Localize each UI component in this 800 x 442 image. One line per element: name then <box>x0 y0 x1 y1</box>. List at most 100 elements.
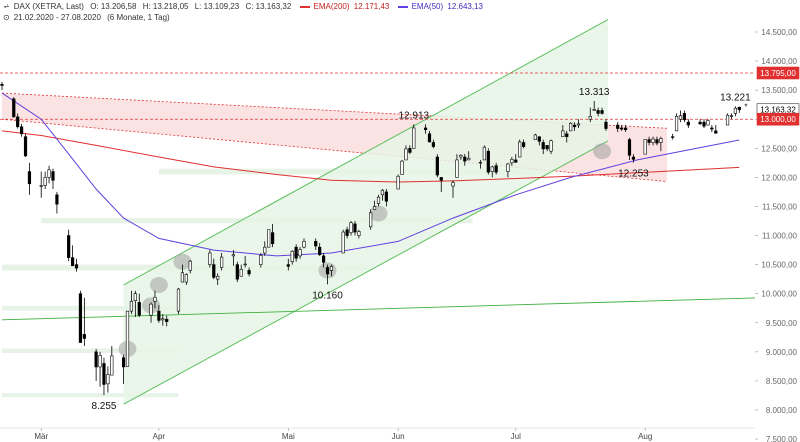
candle-body <box>643 139 647 155</box>
candle <box>631 154 636 163</box>
candle-body <box>714 130 718 134</box>
candle <box>325 264 330 285</box>
y-tick-label: 11.500,00 <box>762 202 798 211</box>
ema200-swatch <box>299 5 310 8</box>
candle <box>12 97 16 118</box>
candle-body <box>412 127 416 149</box>
candle <box>239 264 243 277</box>
candle <box>643 139 647 155</box>
candle-body <box>486 150 490 173</box>
candle-body <box>290 250 294 263</box>
support-zone <box>2 348 179 354</box>
candle <box>380 189 385 201</box>
candle-body <box>737 106 741 111</box>
candle <box>188 259 192 274</box>
candle <box>451 180 455 198</box>
candle-body <box>647 139 651 143</box>
candle <box>396 174 400 190</box>
y-tick-label: 10.500,00 <box>761 261 797 270</box>
candle-body <box>55 194 59 205</box>
date-range: 21.02.2020 - 27.08.2020 <box>13 13 101 22</box>
candle-body <box>627 139 632 156</box>
candle <box>729 113 734 120</box>
candle-body <box>51 171 55 181</box>
price-annotation: 8.255 <box>91 401 116 412</box>
candle-body <box>376 196 381 204</box>
highlight-circle <box>149 276 168 293</box>
candle <box>423 124 428 134</box>
candle-body <box>82 334 86 339</box>
candle <box>710 125 714 133</box>
candle <box>671 133 675 140</box>
candle-body <box>408 148 412 153</box>
x-tick-label: Aug <box>638 432 652 441</box>
candle <box>510 157 514 166</box>
ema50-swatch <box>397 5 408 8</box>
candle <box>27 162 32 195</box>
candle-body <box>596 110 600 114</box>
candle-body <box>431 142 436 147</box>
candle <box>678 110 683 123</box>
candle-body <box>427 133 432 143</box>
candle-body <box>733 107 737 114</box>
candle <box>490 165 494 178</box>
candle <box>698 119 702 126</box>
candle <box>706 119 710 126</box>
candle <box>647 136 651 146</box>
candle-body <box>710 127 714 130</box>
y-tick-label: 13.500,00 <box>761 86 797 95</box>
candle <box>408 145 412 155</box>
bull-channel-upper-line <box>123 19 609 286</box>
candle-body <box>263 246 267 254</box>
chart-type-icon[interactable]: ⩫ <box>3 2 10 11</box>
candle <box>180 264 185 283</box>
candle <box>541 139 545 155</box>
candle-body <box>561 130 565 137</box>
candle <box>298 247 302 259</box>
candle-body <box>404 148 408 161</box>
candle <box>133 290 137 317</box>
candle <box>70 245 75 267</box>
candle <box>565 130 569 143</box>
y-tick-label: 8.500,00 <box>766 377 798 386</box>
candle <box>78 290 83 343</box>
highlight-circle <box>593 143 612 160</box>
candle <box>235 261 239 283</box>
y-tick-label: 9.000,00 <box>766 348 798 357</box>
x-axis: Mär Apr Mai Jun Jul Aug <box>0 427 755 441</box>
candle <box>67 229 71 262</box>
candle <box>659 136 663 152</box>
candle <box>533 133 537 140</box>
candle <box>427 130 432 143</box>
candle-body <box>153 296 157 302</box>
candle <box>137 293 141 317</box>
candle-body <box>212 264 216 278</box>
y-tick-label: 11.000,00 <box>762 232 798 241</box>
candle-body <box>451 182 455 187</box>
candle-body <box>157 310 161 321</box>
candle <box>459 154 463 160</box>
candle-body <box>220 256 224 268</box>
y-tick-label: 14.000,00 <box>761 57 797 66</box>
candle <box>404 145 408 161</box>
candle <box>212 258 216 280</box>
candle <box>725 113 730 126</box>
indicator-lines <box>0 72 755 321</box>
candle <box>733 106 737 117</box>
candle <box>522 139 526 149</box>
candle-body <box>698 121 702 125</box>
candle-body <box>600 110 604 114</box>
candle <box>259 252 263 268</box>
candle-body <box>588 116 592 120</box>
candle <box>82 297 86 347</box>
candle <box>110 346 114 376</box>
candle <box>321 252 326 268</box>
candle <box>23 133 28 158</box>
candle <box>682 110 687 123</box>
candle-body <box>208 252 212 265</box>
candle <box>290 250 294 265</box>
candle-body <box>604 121 608 129</box>
candle <box>314 238 318 251</box>
